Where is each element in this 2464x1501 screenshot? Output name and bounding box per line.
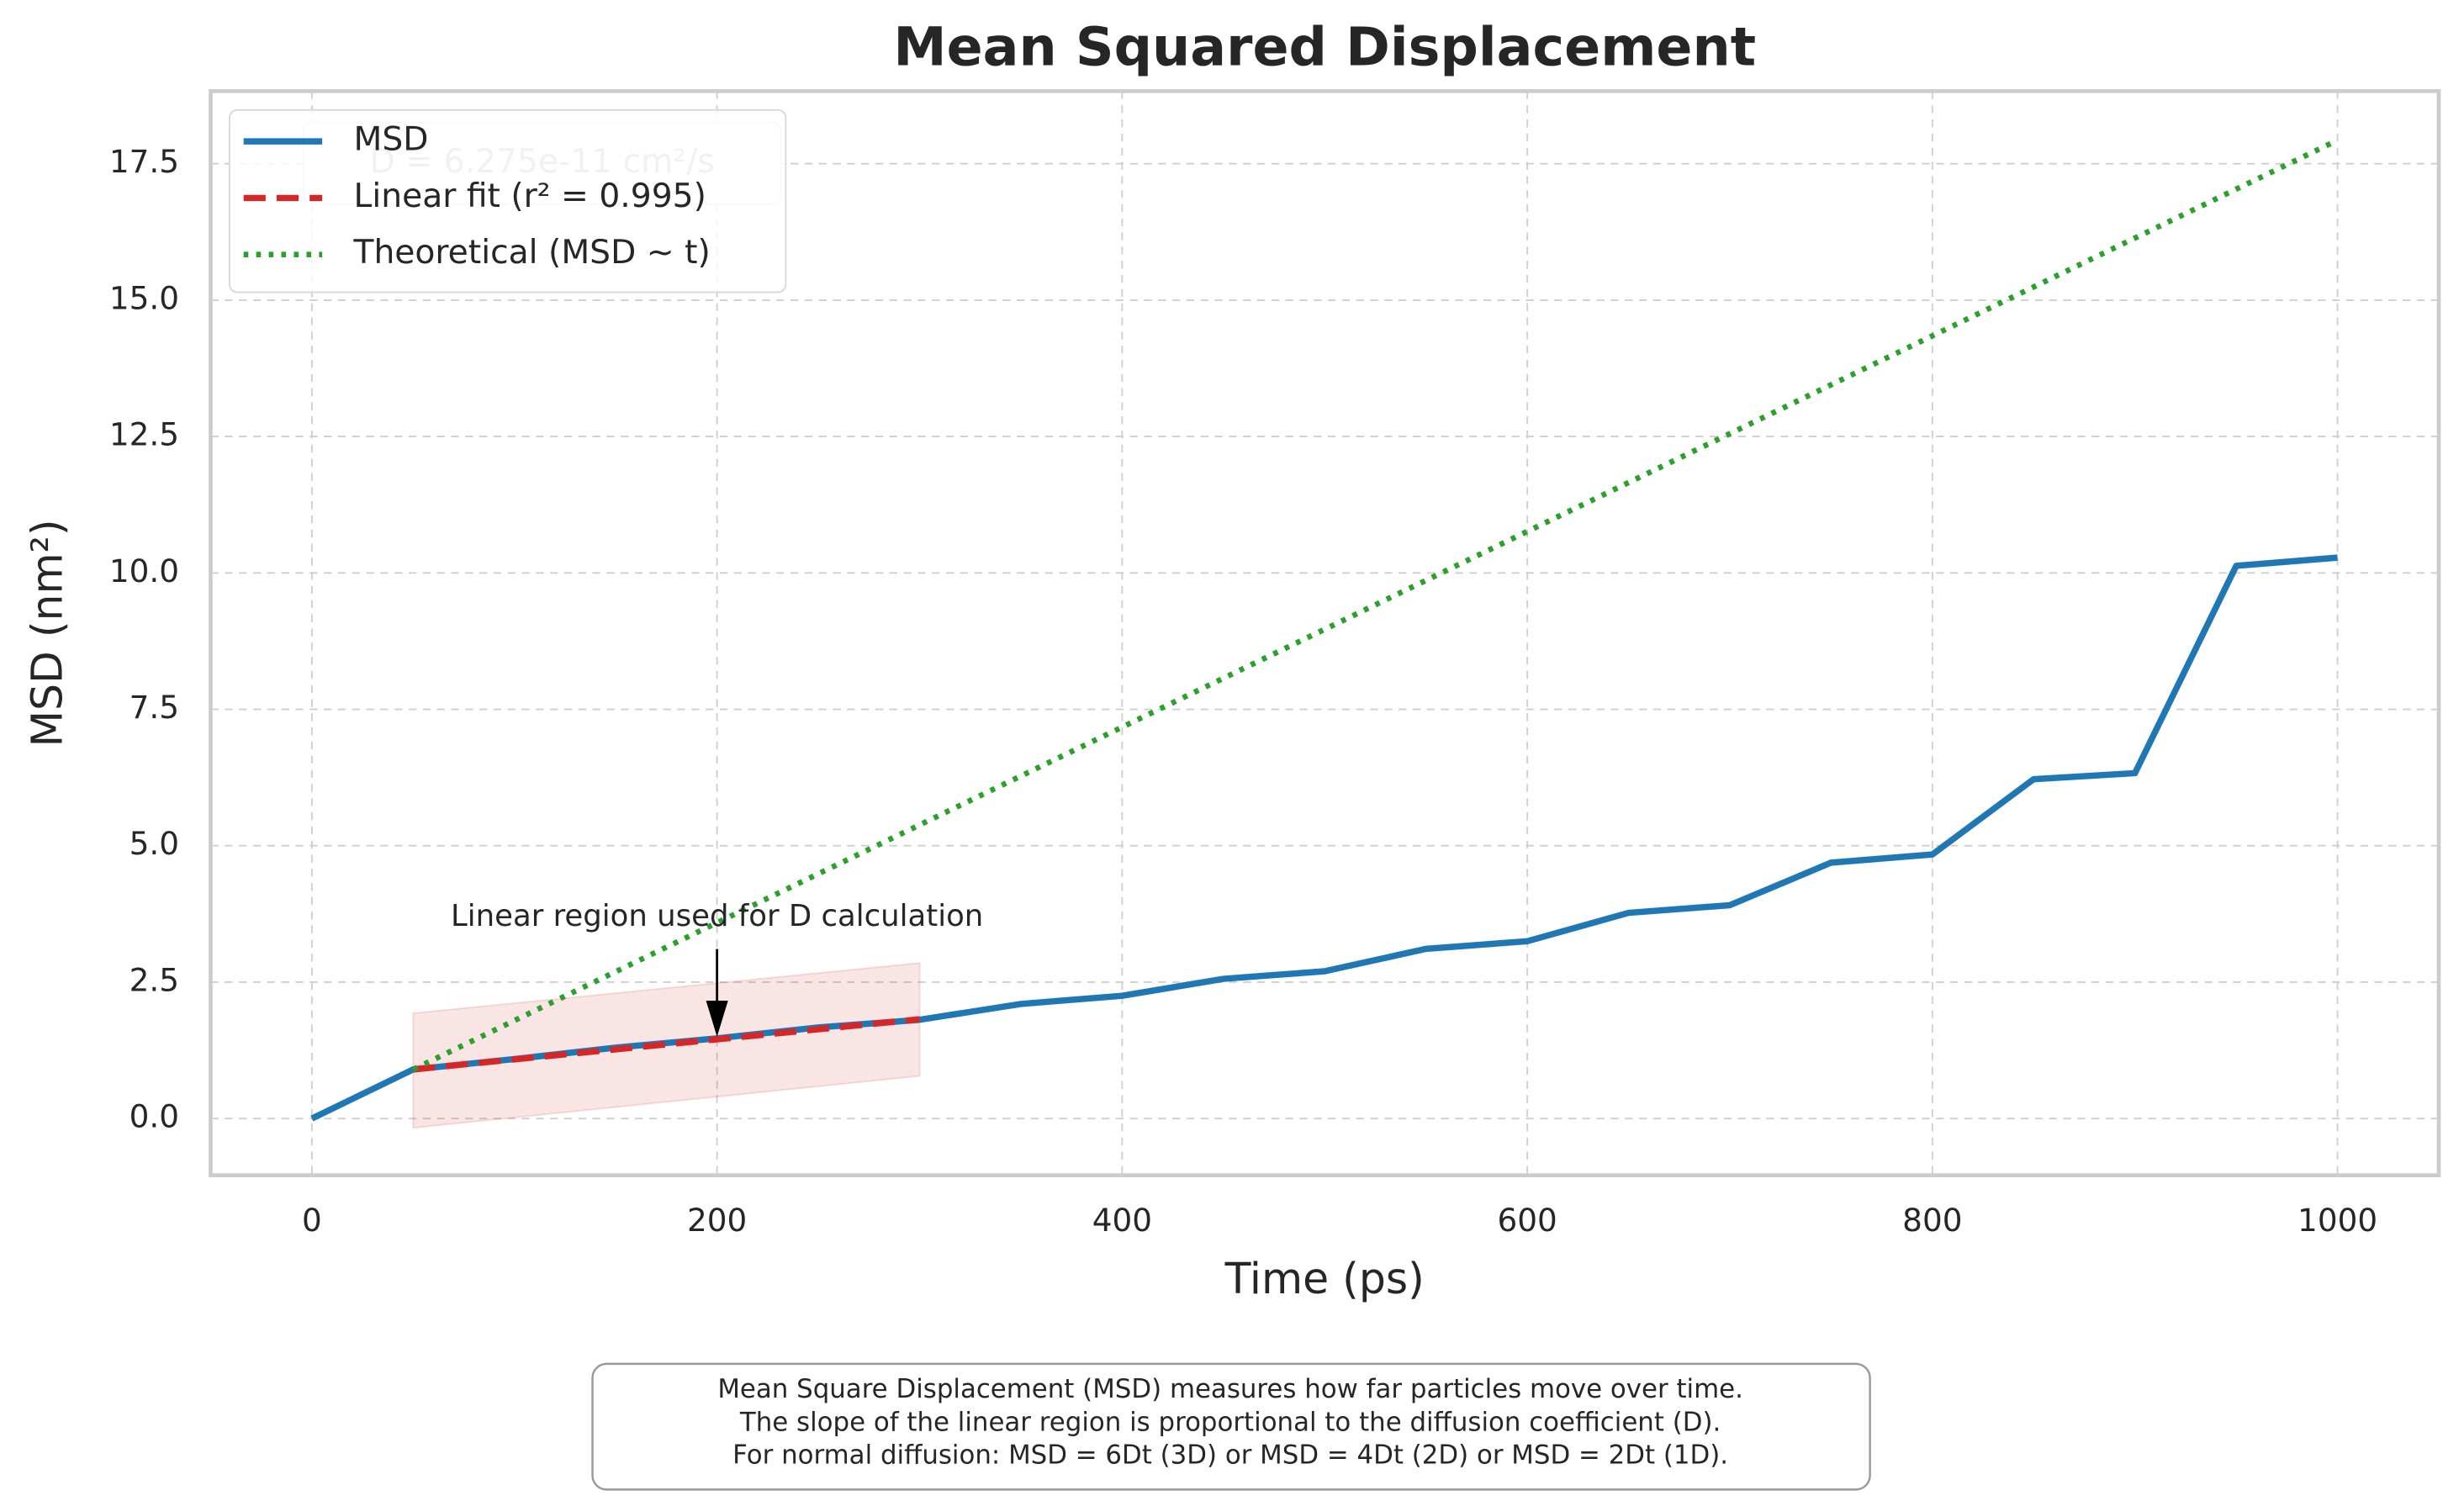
axes-frame	[209, 89, 2441, 1177]
x-tick-label: 200	[687, 1202, 747, 1239]
annotation-arrowhead	[706, 1000, 728, 1037]
x-tick-label: 1000	[2297, 1202, 2377, 1239]
footnote-line: The slope of the linear region is propor…	[739, 1407, 1721, 1437]
y-tick-label: 10.0	[109, 552, 179, 589]
x-tick-label: 0	[302, 1202, 322, 1239]
x-tick-label: 800	[1902, 1202, 1962, 1239]
series-line	[412, 1016, 920, 1073]
legend-label: MSD	[353, 121, 428, 159]
y-tick-label: 12.5	[109, 416, 179, 453]
x-tick-label: 400	[1092, 1202, 1152, 1239]
footnote-line: Mean Square Displacement (MSD) measures …	[717, 1374, 1743, 1404]
footnote-line: For normal diffusion: MSD = 6Dt (3D) or …	[732, 1440, 1728, 1471]
legend-label: Theoretical (MSD ~ t)	[352, 234, 710, 272]
x-tick-label: 600	[1497, 1202, 1557, 1239]
annotation-text: Linear region used for D calculation	[451, 899, 983, 933]
legend-box	[228, 108, 787, 293]
y-tick-label: 15.0	[109, 279, 179, 316]
y-tick-label: 5.0	[130, 825, 179, 862]
y-tick-label: 2.5	[130, 961, 179, 998]
footnote: Mean Square Displacement (MSD) measures …	[591, 1362, 1871, 1491]
legend: MSD Linear fit (r² = 0.995) Theoretical (M…	[228, 108, 787, 293]
y-axis-label: MSD (nm²)	[22, 519, 71, 747]
footnote-box	[591, 1362, 1871, 1491]
y-tick-label: 7.5	[130, 689, 179, 726]
legend-label: Linear fit (r² = 0.995)	[353, 177, 706, 215]
plot-area	[210, 91, 2440, 1176]
x-axis-label: Time (ps)	[1224, 1254, 1425, 1303]
y-tick-label: 17.5	[109, 143, 179, 180]
chart-title: Mean Squared Displacement	[893, 15, 1756, 77]
y-tick-label: 0.0	[130, 1098, 179, 1135]
series-line	[411, 137, 2340, 1072]
